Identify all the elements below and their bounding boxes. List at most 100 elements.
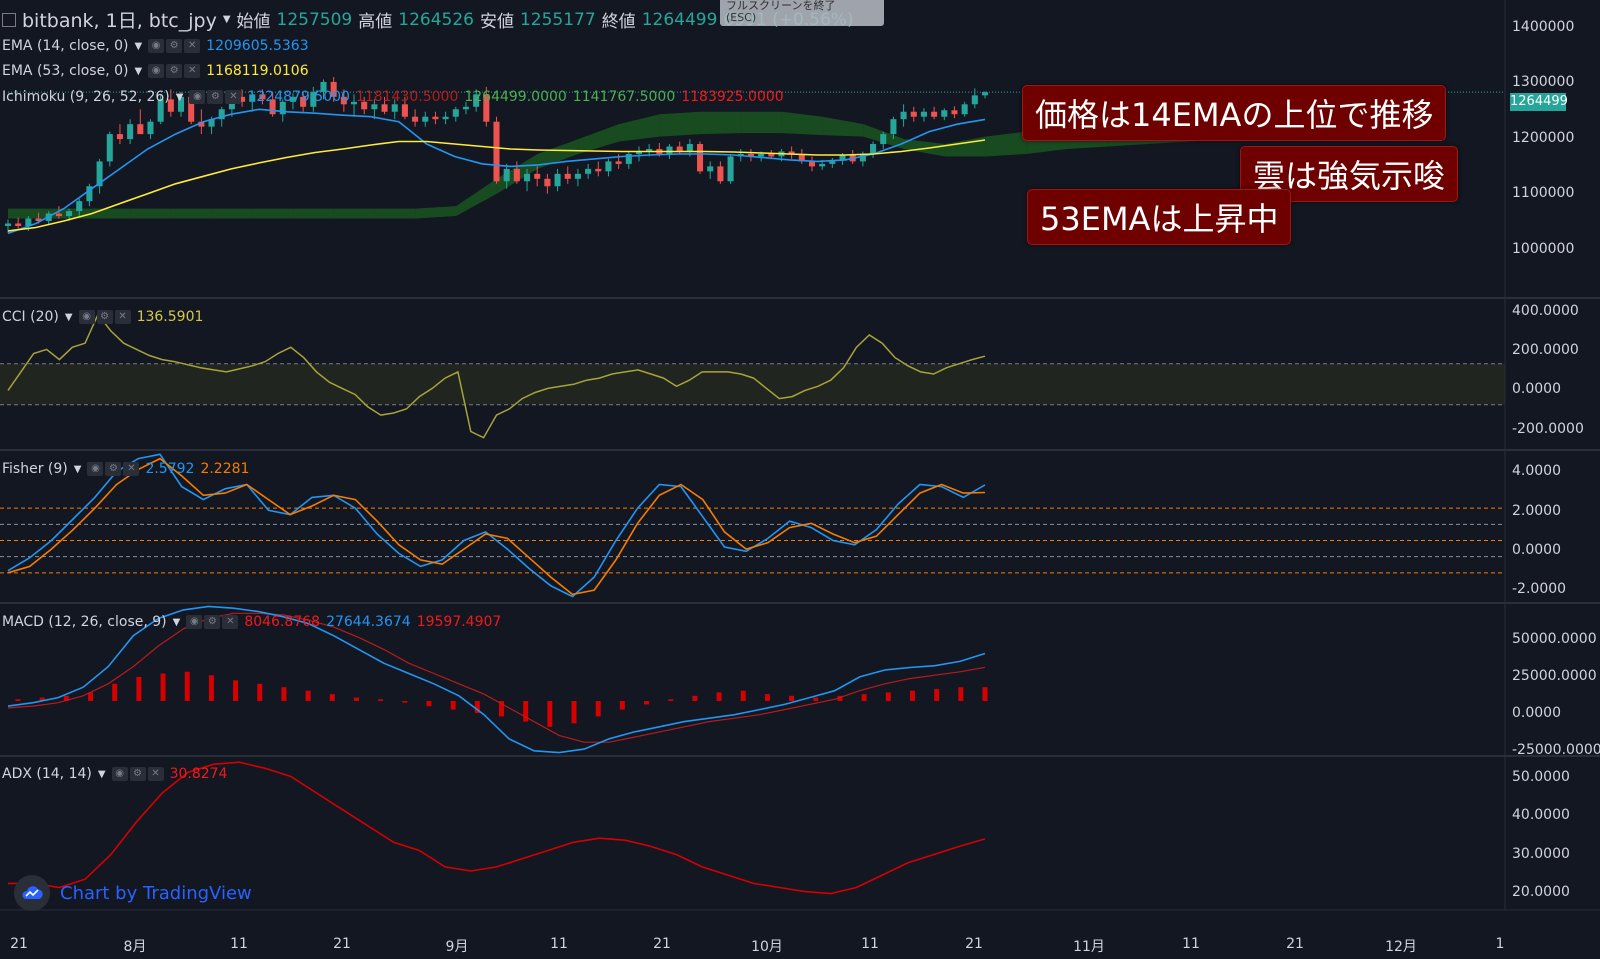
ema53-name[interactable]: EMA (53, close, 0) — [2, 63, 129, 79]
close-icon[interactable]: ✕ — [222, 615, 239, 629]
macd-histogram-bar — [233, 680, 239, 701]
gear-icon[interactable]: ⚙ — [105, 462, 122, 476]
close-icon[interactable]: ✕ — [184, 39, 201, 53]
cci-band — [0, 363, 1505, 405]
time-axis-label: 11 — [861, 936, 879, 952]
ichimoku-cloud-segment — [456, 178, 497, 217]
symbol-name[interactable]: bitbank, 1日, btc_jpy — [22, 10, 217, 32]
macd-histogram-bar — [378, 699, 384, 701]
gear-icon[interactable]: ⚙ — [166, 64, 183, 78]
candle-body — [920, 111, 927, 117]
chevron-down-icon[interactable]: ▼ — [175, 91, 184, 103]
macd-histogram-bar — [402, 700, 408, 703]
time-axis-label: 1 — [1495, 936, 1505, 952]
chevron-down-icon[interactable]: ▼ — [172, 616, 181, 628]
candle-body — [422, 116, 429, 122]
close-icon[interactable]: ✕ — [123, 462, 140, 476]
candle-body — [106, 134, 113, 162]
close-label: 終値 — [601, 12, 636, 32]
ichimoku-span-a: 1141767.5000 — [572, 89, 676, 105]
candle-body — [615, 161, 622, 164]
ichimoku-cloud-segment — [415, 206, 457, 219]
adx-name[interactable]: ADX (14, 14) — [2, 766, 92, 782]
ichimoku-base: 1181430.5000 — [355, 89, 459, 105]
chevron-down-icon[interactable]: ▼ — [222, 14, 231, 25]
eye-icon[interactable]: ◉ — [111, 767, 128, 781]
candle-body — [686, 144, 693, 152]
eye-icon[interactable]: ◉ — [78, 310, 95, 324]
macd-histogram-bar — [692, 695, 698, 701]
close-icon[interactable]: ✕ — [184, 64, 201, 78]
fisher-name[interactable]: Fisher (9) — [2, 461, 68, 477]
candle-body — [697, 144, 704, 172]
candle-body — [931, 111, 938, 117]
ichimoku-name[interactable]: Ichimoku (9, 26, 52, 26) — [2, 89, 170, 105]
eye-icon[interactable]: ◉ — [148, 39, 165, 53]
chevron-down-icon[interactable]: ▼ — [64, 311, 73, 323]
candle-body — [707, 166, 714, 172]
close-icon[interactable]: ✕ — [225, 90, 242, 104]
macd-legend: MACD (12, 26, close, 9) ▼ ◉ ⚙ ✕ 8046.8768 2… — [2, 614, 501, 630]
gear-icon[interactable]: ⚙ — [129, 767, 146, 781]
macd-line — [7, 605, 986, 754]
close-icon[interactable]: ✕ — [147, 767, 164, 781]
fisher-axis-label: 2.0000 — [1512, 503, 1561, 519]
tradingview-branding[interactable]: Chart by TradingView — [14, 875, 252, 911]
macd-histogram-bar — [619, 700, 625, 710]
ema14-name[interactable]: EMA (14, close, 0) — [2, 38, 129, 54]
macd-histogram-bar — [88, 692, 94, 701]
macd-signal-line — [7, 612, 986, 743]
candle-body — [86, 186, 93, 202]
macd-histogram-bar — [934, 688, 940, 701]
open-label: 始値 — [236, 12, 271, 32]
chevron-down-icon[interactable]: ▼ — [134, 65, 143, 77]
candle-body — [15, 223, 22, 226]
chevron-down-icon[interactable]: ▼ — [73, 463, 82, 475]
candle-body — [259, 94, 266, 100]
fisher-trigger-line — [7, 457, 986, 596]
adx-legend: ADX (14, 14) ▼ ◉ ⚙ ✕ 30.8274 — [2, 766, 227, 782]
candle-body — [768, 153, 775, 157]
candle-body — [971, 95, 978, 105]
annotation-ema53-rising[interactable]: 53EMAは上昇中 — [1027, 189, 1292, 245]
time-axis-label: 11 — [1182, 936, 1200, 952]
macd-histogram-bar — [813, 697, 819, 701]
gear-icon[interactable]: ⚙ — [207, 90, 224, 104]
eye-icon[interactable]: ◉ — [186, 615, 203, 629]
chevron-down-icon[interactable]: ▼ — [134, 40, 143, 52]
candle-body — [371, 104, 378, 110]
low-label: 安値 — [479, 12, 514, 32]
ichimoku-cloud-segment — [619, 114, 660, 142]
ichimoku-cloud-segment — [700, 111, 742, 135]
price-axis-label: 1000000 — [1512, 241, 1575, 257]
high-value: 1264526 — [398, 9, 474, 30]
candle-body — [900, 111, 907, 120]
macd-histogram-bar — [208, 675, 214, 701]
annotation-price-above-ema14[interactable]: 価格は14EMAの上位で推移 — [1022, 85, 1447, 141]
macd-histogram-bar — [474, 700, 480, 714]
cci-name[interactable]: CCI (20) — [2, 309, 59, 325]
macd-histogram-bar — [644, 700, 650, 705]
macd-value: 27644.3674 — [326, 614, 411, 630]
gear-icon[interactable]: ⚙ — [204, 615, 221, 629]
adx-axis-label: 50.0000 — [1512, 769, 1570, 785]
candle-body — [66, 211, 73, 217]
collapse-icon[interactable] — [2, 12, 16, 27]
candle-body — [167, 99, 174, 112]
macd-name[interactable]: MACD (12, 26, close, 9) — [2, 614, 167, 630]
candle-body — [544, 178, 551, 187]
eye-icon[interactable]: ◉ — [189, 90, 206, 104]
chevron-down-icon[interactable]: ▼ — [97, 768, 106, 780]
gear-icon[interactable]: ⚙ — [166, 39, 183, 53]
close-icon[interactable]: ✕ — [114, 310, 131, 324]
eye-icon[interactable]: ◉ — [148, 64, 165, 78]
candle-body — [941, 110, 948, 117]
time-axis-label: 21 — [333, 936, 351, 952]
candle-body — [473, 94, 480, 107]
eye-icon[interactable]: ◉ — [87, 462, 104, 476]
gear-icon[interactable]: ⚙ — [96, 310, 113, 324]
price-axis-label: 1300000 — [1512, 74, 1575, 90]
exit-fullscreen-button[interactable]: フルスクリーンを終了 (ESC) — [720, 0, 884, 26]
candle-body — [503, 168, 510, 182]
